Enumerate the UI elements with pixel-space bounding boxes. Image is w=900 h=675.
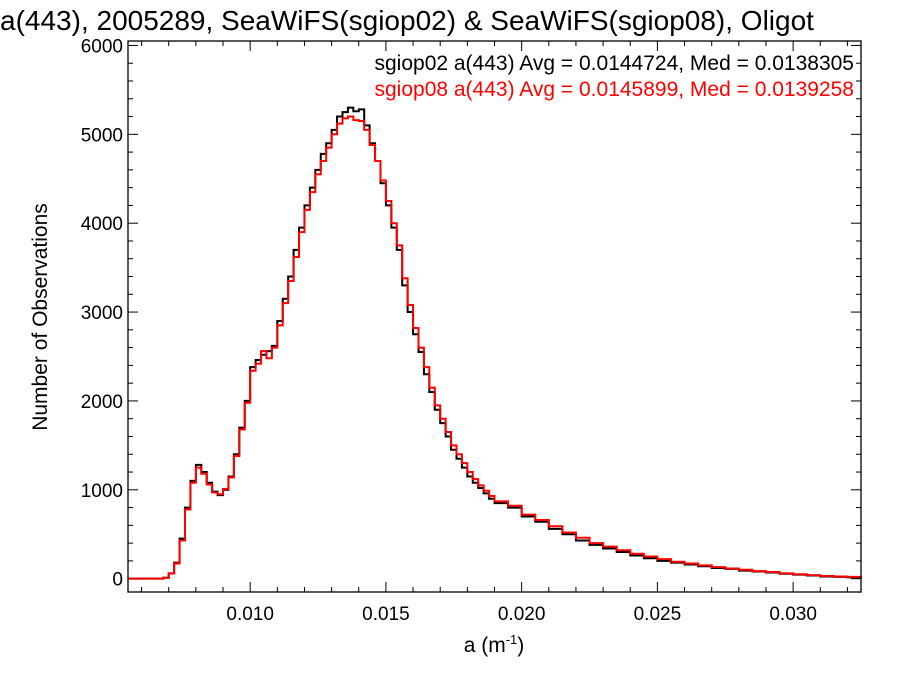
chart-title: a(443), 2005289, SeaWiFS(sgiop02) & SeaW… (0, 5, 814, 36)
tick-layer (128, 41, 861, 592)
x-tick-label: 0.030 (769, 604, 817, 625)
legend-entry-sgiop02: sgiop02 a(443) Avg = 0.0144724, Med = 0.… (374, 52, 854, 75)
x-axis-label-base: a (m (463, 634, 506, 657)
y-tick-label: 5000 (81, 125, 123, 146)
x-tick-label: 0.015 (362, 604, 410, 625)
series-sgiop02-line (128, 106, 862, 580)
x-tick-label: 0.010 (226, 604, 274, 625)
y-tick-label: 6000 (81, 36, 123, 57)
tick-label-layer: 0.010 0.015 0.020 0.025 0.030 0 1000 2000 3000 40… (81, 36, 817, 625)
legend-entry-sgiop08: sgiop08 a(443) Avg = 0.0145899, Med = 0.… (374, 78, 854, 101)
y-tick-label: 2000 (81, 392, 123, 413)
x-tick-label: 0.020 (498, 604, 546, 625)
y-tick-label: 3000 (81, 303, 123, 324)
y-tick-label: 4000 (81, 214, 123, 235)
series-layer (128, 106, 862, 580)
y-axis-label: Number of Observations (29, 203, 52, 431)
x-axis-label: a (m-1) (464, 632, 525, 658)
x-tick-label: 0.025 (634, 604, 682, 625)
x-axis-label-close: ) (517, 634, 525, 657)
y-tick-label: 1000 (81, 481, 123, 502)
y-tick-label: 0 (112, 570, 123, 591)
plot-area-frame (127, 40, 862, 593)
x-axis-label-exponent: -1 (505, 632, 518, 647)
series-sgiop08-line (128, 115, 862, 580)
